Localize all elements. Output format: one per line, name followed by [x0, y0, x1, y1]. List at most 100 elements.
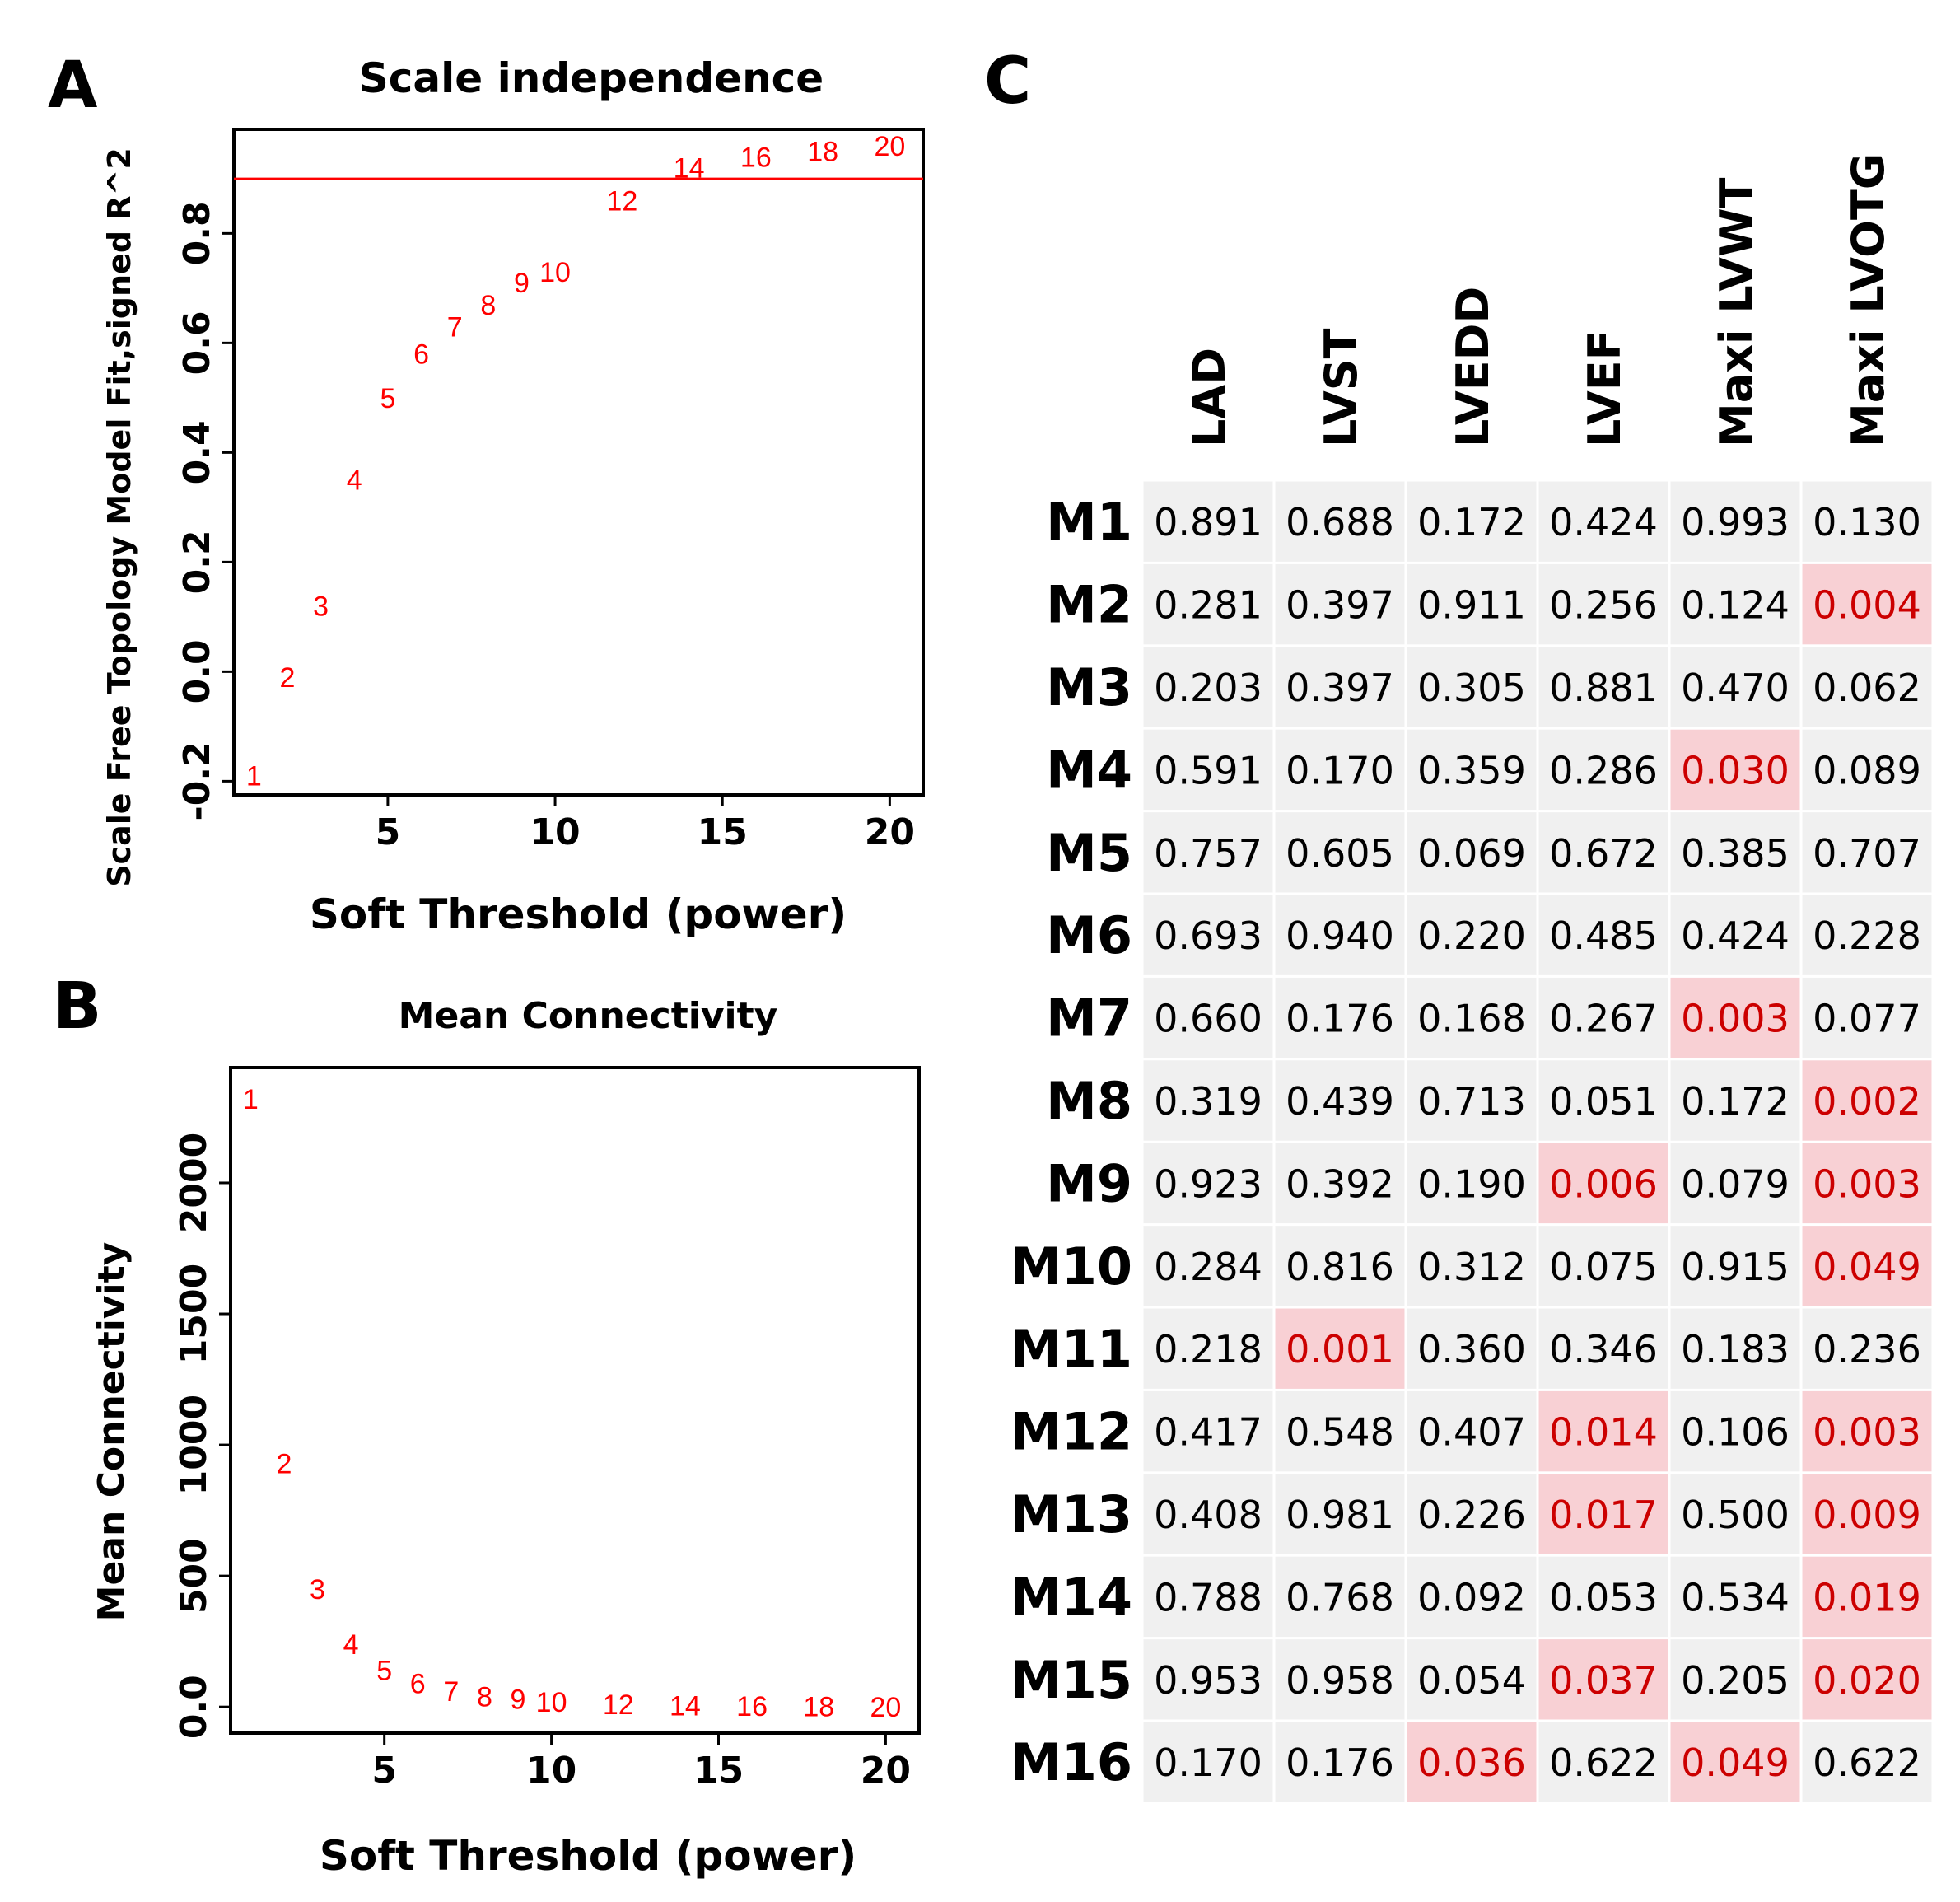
- cell-background: [1275, 647, 1405, 727]
- cell-value: 0.019: [1813, 1575, 1921, 1619]
- cell-background: [1275, 729, 1405, 811]
- cell-background: [1143, 1143, 1273, 1224]
- row-header: M12: [1010, 1402, 1132, 1462]
- cell-background: [1802, 481, 1932, 562]
- cell-background: [1538, 1060, 1668, 1141]
- cell-background: [1143, 895, 1273, 975]
- cell-value: 0.392: [1286, 1161, 1394, 1206]
- cell-value: 0.911: [1417, 583, 1526, 628]
- cell-background: [1670, 1308, 1800, 1389]
- cell-highlight-significant: [1802, 1226, 1932, 1306]
- cell-value: 0.424: [1681, 914, 1790, 958]
- cell-value: 0.407: [1417, 1410, 1526, 1455]
- cell-highlight-significant: [1802, 1060, 1932, 1141]
- chart-a-point-label: 4: [347, 465, 362, 497]
- cell-value: 0.605: [1286, 831, 1394, 876]
- cell-background: [1670, 812, 1800, 893]
- chart-a-point-label: 6: [413, 339, 429, 371]
- cell-value: 0.881: [1549, 666, 1658, 710]
- column-header: LVEF: [1579, 329, 1631, 447]
- cell-value: 0.002: [1813, 1079, 1921, 1124]
- cell-value: 0.548: [1286, 1410, 1394, 1455]
- chart-b-point-label: 10: [536, 1687, 567, 1718]
- cell-background: [1275, 977, 1405, 1058]
- column-header: Maxi LVOTG: [1842, 153, 1894, 447]
- cell-value: 0.036: [1417, 1741, 1526, 1785]
- chart-b-y-tick-label: 1000: [173, 1395, 215, 1495]
- cell-value: 0.359: [1417, 748, 1526, 792]
- cell-background: [1275, 481, 1405, 562]
- cell-background: [1143, 1556, 1273, 1638]
- cell-value: 0.203: [1154, 666, 1262, 710]
- cell-background: [1275, 812, 1405, 893]
- cell-background: [1538, 812, 1668, 893]
- chart-b-point-label: 9: [511, 1685, 526, 1716]
- chart-b-point-label: 14: [670, 1691, 701, 1722]
- row-header: M2: [1046, 575, 1132, 635]
- cell-value: 0.003: [1681, 997, 1790, 1041]
- cell-value: 0.360: [1417, 1327, 1526, 1372]
- cell-background: [1670, 563, 1800, 645]
- chart-b-x-tick-label: 5: [371, 1750, 397, 1792]
- cell-background: [1143, 977, 1273, 1058]
- chart-a-point-label: 1: [246, 761, 262, 792]
- cell-background: [1143, 1390, 1273, 1472]
- cell-background: [1538, 895, 1668, 975]
- chart-a-point-label: 20: [874, 131, 905, 162]
- cell-background: [1802, 1722, 1932, 1802]
- table-column-headers: LAD LVST LVEDD LVEF Maxi LVWT Maxi LVOTG: [1183, 153, 1894, 447]
- cell-background: [1275, 1143, 1405, 1224]
- cell-value: 0.001: [1286, 1327, 1394, 1372]
- cell-background: [1670, 1143, 1800, 1224]
- cell-background: [1407, 729, 1537, 811]
- cell-value: 0.816: [1286, 1245, 1394, 1289]
- row-header: M4: [1046, 740, 1132, 800]
- chart-a-x-tick-label: 20: [865, 811, 915, 853]
- chart-b-y-tick-label: 1500: [173, 1264, 215, 1364]
- cell-background: [1670, 1390, 1800, 1472]
- cell-value: 0.470: [1681, 666, 1790, 710]
- cell-background: [1538, 647, 1668, 727]
- chart-b-point-label: 5: [376, 1656, 392, 1687]
- cell-value: 0.009: [1813, 1493, 1921, 1537]
- chart-b-point-label: 7: [443, 1676, 459, 1708]
- cell-value: 0.534: [1681, 1575, 1790, 1619]
- cell-value: 0.993: [1681, 500, 1790, 544]
- cell-value: 0.267: [1549, 997, 1658, 1041]
- cell-value: 0.053: [1549, 1575, 1658, 1619]
- cell-background: [1143, 1060, 1273, 1141]
- cell-value: 0.168: [1417, 997, 1526, 1041]
- chart-b-xlabel: Soft Threshold (power): [320, 1832, 856, 1880]
- cell-background: [1275, 1556, 1405, 1638]
- cell-value: 0.672: [1549, 831, 1658, 876]
- cell-background: [1802, 647, 1932, 727]
- chart-a-point-label: 10: [539, 257, 571, 288]
- cell-value: 0.049: [1681, 1741, 1790, 1785]
- chart-a-ylabel: Scale Free Topology Model Fit,signed R^2: [101, 147, 138, 887]
- cell-value: 0.713: [1417, 1079, 1526, 1124]
- cell-background: [1538, 1722, 1668, 1802]
- cell-value: 0.004: [1813, 583, 1921, 628]
- cell-value: 0.220: [1417, 914, 1526, 958]
- cell-background: [1802, 812, 1932, 893]
- chart-a-x-tick-label: 5: [376, 811, 401, 853]
- cell-background: [1143, 1226, 1273, 1306]
- chart-b-x-axis: 5 10 15 20: [371, 1733, 911, 1792]
- cell-background: [1670, 1639, 1800, 1720]
- cell-value: 0.130: [1813, 500, 1921, 544]
- cell-value: 0.075: [1549, 1245, 1658, 1289]
- cell-background: [1275, 1639, 1405, 1720]
- chart-b-x-tick-label: 20: [861, 1750, 911, 1792]
- cell-value: 0.981: [1286, 1493, 1394, 1537]
- cell-background: [1407, 977, 1537, 1058]
- cell-background: [1143, 1722, 1273, 1802]
- cell-value: 0.124: [1681, 583, 1790, 628]
- cell-background: [1143, 1639, 1273, 1720]
- cell-value: 0.170: [1286, 748, 1394, 792]
- chart-a-title: Scale independence: [359, 54, 824, 102]
- chart-b-x-tick-label: 15: [693, 1750, 744, 1792]
- cell-value: 0.768: [1286, 1575, 1394, 1619]
- cell-value: 0.079: [1681, 1161, 1790, 1206]
- cell-value: 0.172: [1417, 500, 1526, 544]
